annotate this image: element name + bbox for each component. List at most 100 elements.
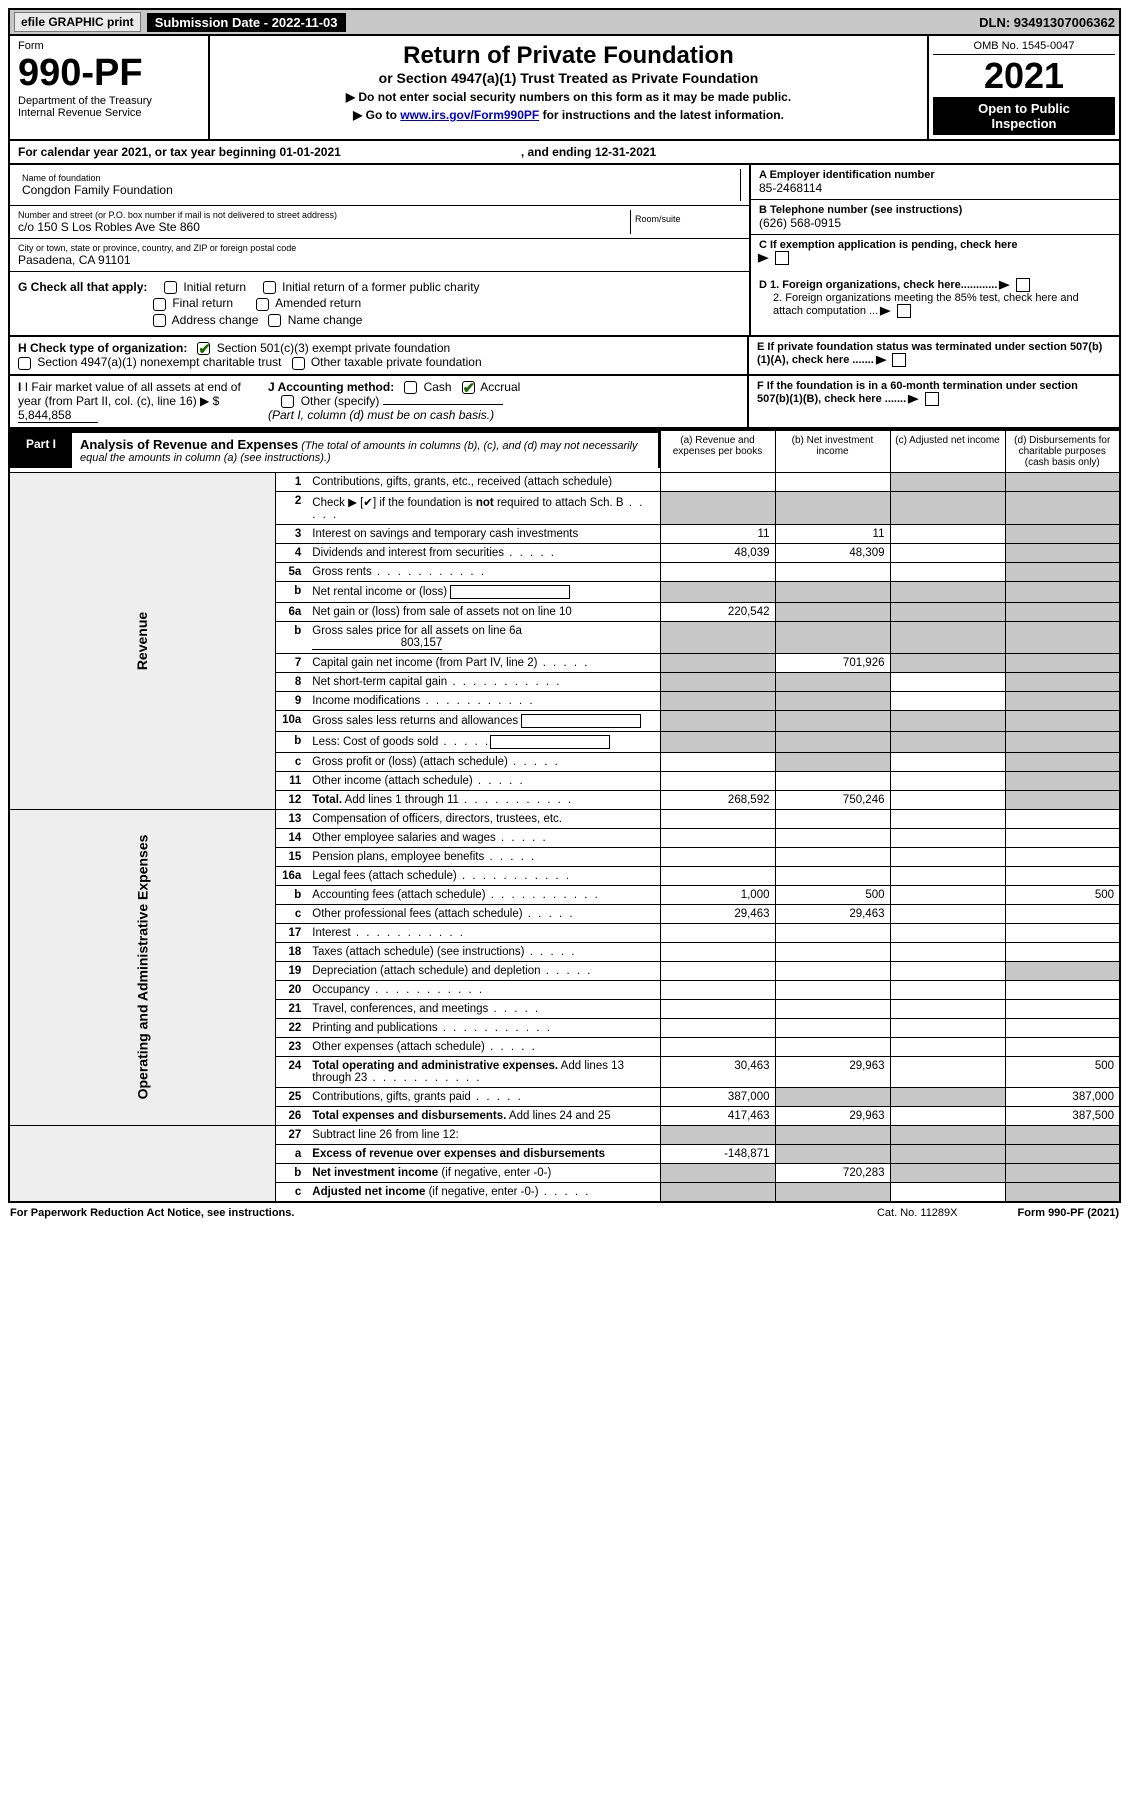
d1-checkbox[interactable] (1016, 278, 1030, 292)
cell-grey (1005, 581, 1120, 602)
line-desc: Other income (attach schedule) (307, 771, 660, 790)
cell-value: 720,283 (775, 1163, 890, 1182)
omb-no: OMB No. 1545-0047 (933, 40, 1115, 55)
cell-grey (660, 672, 775, 691)
cell-grey (1005, 691, 1120, 710)
dept-1: Department of the Treasury (18, 95, 200, 107)
cell-value (775, 961, 890, 980)
line-no: 8 (275, 672, 307, 691)
cell-value (890, 999, 1005, 1018)
irs-link[interactable]: www.irs.gov/Form990PF (400, 108, 539, 122)
line-desc: Compensation of officers, directors, tru… (307, 809, 660, 828)
line-no: 14 (275, 828, 307, 847)
cell-value (890, 1037, 1005, 1056)
cell-value: 750,246 (775, 790, 890, 809)
cell-grey (1005, 602, 1120, 621)
cell-value: 48,309 (775, 543, 890, 562)
cell-value: 387,000 (660, 1087, 775, 1106)
col-d-header: (d) Disbursements for charitable purpose… (1005, 430, 1120, 473)
col-a-header: (a) Revenue and expenses per books (660, 430, 775, 473)
g4-checkbox[interactable] (256, 298, 269, 311)
cell-value (890, 942, 1005, 961)
d1-label: D 1. Foreign organizations, check here..… (759, 279, 997, 291)
line-no: b (275, 1163, 307, 1182)
e-checkbox[interactable] (892, 353, 906, 367)
line-desc: Excess of revenue over expenses and disb… (307, 1144, 660, 1163)
cell-value: 387,500 (1005, 1106, 1120, 1125)
cell-grey (775, 710, 890, 731)
h3-checkbox[interactable] (292, 357, 305, 370)
instr-2: ▶ Go to www.irs.gov/Form990PF for instru… (220, 108, 917, 122)
cell-value: -148,871 (660, 1144, 775, 1163)
line-no: 2 (275, 491, 307, 524)
cell-grey (775, 491, 890, 524)
line-no: 10a (275, 710, 307, 731)
cell-value (660, 562, 775, 581)
line-no: 1 (275, 472, 307, 491)
f-checkbox[interactable] (925, 392, 939, 406)
line-no: 7 (275, 653, 307, 672)
cell-grey (890, 1144, 1005, 1163)
part1-table: Part I Analysis of Revenue and Expenses … (8, 429, 1121, 1203)
cell-grey (1005, 771, 1120, 790)
e-label: E If private foundation status was termi… (757, 341, 1102, 366)
line-desc: Total. Add lines 1 through 11 (307, 790, 660, 809)
g-label: G Check all that apply: (18, 280, 147, 294)
cell-grey (775, 1125, 890, 1144)
j-cash-checkbox[interactable] (404, 381, 417, 394)
form-header: Form 990-PF Department of the Treasury I… (8, 36, 1121, 141)
cell-grey (1005, 524, 1120, 543)
j-label: J Accounting method: (268, 380, 394, 394)
cell-value (660, 809, 775, 828)
table-row: Revenue1Contributions, gifts, grants, et… (9, 472, 1120, 491)
h2-checkbox[interactable] (18, 357, 31, 370)
cell-value (890, 752, 1005, 771)
i-label: I Fair market value of all assets at end… (18, 380, 241, 408)
line-no: 15 (275, 847, 307, 866)
g1-checkbox[interactable] (164, 281, 177, 294)
cell-value (660, 752, 775, 771)
cell-grey (890, 491, 1005, 524)
line-no: 22 (275, 1018, 307, 1037)
inspection-badge: Open to Public Inspection (933, 97, 1115, 135)
cell-value (775, 942, 890, 961)
address: c/o 150 S Los Robles Ave Ste 860 (18, 220, 630, 234)
city-state-zip: Pasadena, CA 91101 (18, 253, 741, 267)
cell-value: 11 (660, 524, 775, 543)
cell-value (890, 866, 1005, 885)
line-desc: Occupancy (307, 980, 660, 999)
telephone: (626) 568-0915 (759, 216, 1111, 230)
cell-grey (775, 1087, 890, 1106)
line-no: 24 (275, 1056, 307, 1087)
part1-title: Analysis of Revenue and Expenses (The to… (72, 431, 659, 468)
cell-value (660, 999, 775, 1018)
cell-grey (1005, 621, 1120, 653)
j-other-checkbox[interactable] (281, 395, 294, 408)
cell-grey (1005, 472, 1120, 491)
line-no: 21 (275, 999, 307, 1018)
cell-value: 1,000 (660, 885, 775, 904)
col-b-header: (b) Net investment income (775, 430, 890, 473)
cell-value: 29,463 (660, 904, 775, 923)
g3-checkbox[interactable] (153, 298, 166, 311)
cell-value (890, 1182, 1005, 1202)
c-label: C If exemption application is pending, c… (759, 239, 1018, 251)
cell-value (660, 828, 775, 847)
g6-checkbox[interactable] (268, 314, 281, 327)
cell-grey (775, 602, 890, 621)
cell-value: 701,926 (775, 653, 890, 672)
c-checkbox[interactable] (775, 251, 789, 265)
d2-checkbox[interactable] (897, 304, 911, 318)
line-no: 11 (275, 771, 307, 790)
side-blank (9, 1125, 275, 1202)
j-accrual-checkbox[interactable] (462, 381, 475, 394)
cell-value (890, 691, 1005, 710)
line-desc: Gross profit or (loss) (attach schedule) (307, 752, 660, 771)
cell-value (1005, 942, 1120, 961)
cell-grey (890, 1163, 1005, 1182)
cell-value (775, 999, 890, 1018)
h1-checkbox[interactable] (197, 342, 210, 355)
g2-checkbox[interactable] (263, 281, 276, 294)
cell-value (775, 980, 890, 999)
g5-checkbox[interactable] (153, 314, 166, 327)
